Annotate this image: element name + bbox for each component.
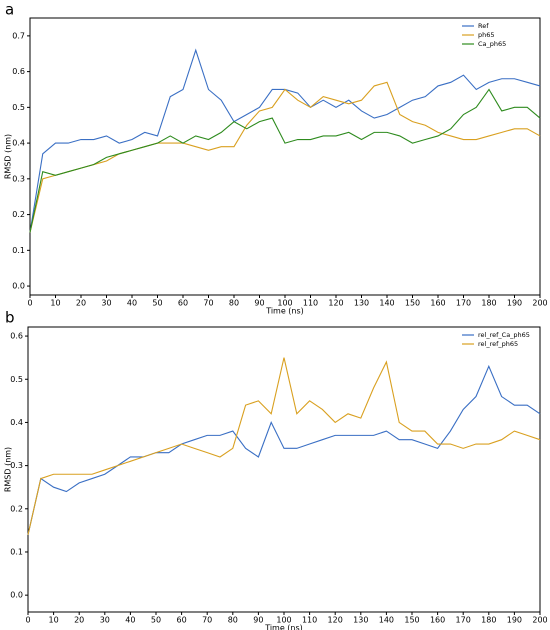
y-tick-label: 0.4: [12, 139, 25, 148]
data-line: [29, 81, 541, 233]
x-tick-label: 200: [532, 616, 547, 625]
x-axis-label: Time (ns): [265, 307, 304, 316]
legend-label: rel_ref_Ca_ph65: [478, 331, 530, 339]
x-tick-label: 170: [456, 299, 471, 308]
x-tick-label: 130: [354, 299, 369, 308]
x-tick-label: 40: [127, 299, 137, 308]
x-tick-label: 40: [125, 616, 135, 625]
legend-label: ph65: [478, 31, 495, 39]
x-tick-label: 70: [202, 616, 212, 625]
x-tick-label: 20: [76, 299, 86, 308]
data-line: [29, 88, 541, 233]
x-tick-label: 110: [302, 616, 317, 625]
plot-frame: [29, 17, 541, 296]
x-tick-label: 140: [379, 616, 394, 625]
x-tick-label: 120: [328, 299, 343, 308]
x-tick-label: 60: [177, 616, 187, 625]
y-tick-label: 0.2: [10, 504, 23, 513]
x-tick-label: 120: [328, 616, 343, 625]
y-tick-label: 0.6: [10, 332, 23, 341]
x-axis-label: Time (ns): [264, 624, 303, 630]
y-tick-label: 0.0: [12, 282, 25, 291]
x-tick-label: 200: [532, 299, 547, 308]
x-tick-label: 10: [50, 299, 60, 308]
x-tick-label: 140: [379, 299, 394, 308]
y-tick-label: 0.3: [10, 461, 23, 470]
x-tick-label: 20: [74, 616, 84, 625]
x-tick-label: 30: [101, 299, 111, 308]
y-tick-label: 0.0: [10, 591, 23, 600]
y-tick-label: 0.5: [10, 375, 23, 384]
x-tick-label: 80: [229, 299, 239, 308]
data-line: [27, 364, 541, 535]
x-tick-label: 180: [481, 616, 496, 625]
x-tick-label: 60: [178, 299, 188, 308]
x-tick-label: 50: [151, 616, 161, 625]
y-tick-label: 0.4: [10, 418, 23, 427]
x-tick-label: 180: [481, 299, 496, 308]
x-tick-label: 190: [507, 299, 522, 308]
x-tick-label: 130: [353, 616, 368, 625]
x-tick-label: 10: [49, 616, 59, 625]
panel-label: a: [5, 1, 14, 19]
x-tick-label: 110: [303, 299, 318, 308]
x-tick-label: 190: [507, 616, 522, 625]
x-tick-label: 170: [456, 616, 471, 625]
x-tick-label: 90: [254, 299, 264, 308]
x-tick-label: 150: [405, 299, 420, 308]
y-tick-label: 0.3: [12, 174, 25, 183]
y-tick-label: 0.5: [12, 103, 25, 112]
x-tick-label: 0: [27, 299, 32, 308]
x-tick-label: 70: [203, 299, 213, 308]
x-tick-label: 160: [430, 616, 445, 625]
x-tick-label: 150: [404, 616, 419, 625]
y-tick-label: 0.6: [12, 67, 25, 76]
x-tick-label: 80: [228, 616, 238, 625]
y-tick-label: 0.1: [10, 547, 23, 556]
y-axis-label: RMSD (nm): [4, 447, 13, 492]
x-tick-label: 90: [253, 616, 263, 625]
legend-label: Ref: [478, 22, 489, 30]
data-line: [27, 357, 541, 535]
legend-label: Ca_ph65: [478, 40, 506, 48]
x-tick-label: 160: [430, 299, 445, 308]
x-tick-label: 100: [277, 299, 292, 308]
legend-label: rel_ref_ph65: [478, 340, 518, 348]
y-tick-label: 0.7: [12, 31, 25, 40]
x-tick-label: 50: [152, 299, 162, 308]
y-axis-label: RMSD (nm): [4, 134, 13, 179]
x-tick-label: 100: [276, 616, 291, 625]
y-tick-label: 0.2: [12, 210, 25, 219]
panel-label: b: [5, 309, 15, 327]
data-line: [29, 48, 541, 233]
x-tick-label: 0: [25, 616, 30, 625]
y-tick-label: 0.1: [12, 246, 25, 255]
x-tick-label: 30: [100, 616, 110, 625]
